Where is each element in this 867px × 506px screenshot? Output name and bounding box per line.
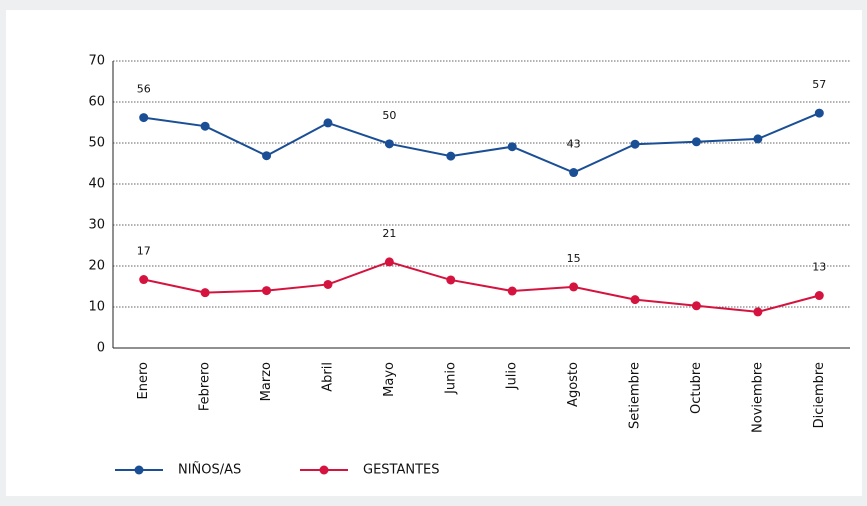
point	[569, 282, 579, 292]
x-tick-label: Julio	[505, 362, 520, 390]
point	[691, 137, 701, 147]
x-tick-label: Mayo	[382, 362, 397, 397]
x-tick-label: Abril	[320, 362, 335, 392]
point	[507, 142, 517, 152]
value-label: 50	[382, 109, 396, 122]
legend-marker	[134, 465, 144, 475]
point	[691, 301, 701, 311]
x-tick-label: Enero	[136, 362, 151, 400]
point	[139, 113, 149, 123]
point	[384, 139, 394, 149]
x-tick-label: Octubre	[689, 362, 704, 414]
value-label: 57	[812, 78, 826, 91]
point	[814, 108, 824, 118]
y-tick-label: 70	[88, 54, 105, 69]
point	[200, 288, 210, 298]
point	[323, 118, 333, 128]
point	[753, 307, 763, 317]
point	[446, 151, 456, 161]
value-label: 13	[812, 261, 826, 274]
point	[139, 275, 149, 285]
point	[569, 168, 579, 178]
y-tick-label: 30	[88, 218, 105, 233]
legend-label: NIÑOS/AS	[178, 462, 241, 478]
x-tick-label: Setiembre	[628, 362, 643, 429]
x-tick-label: Noviembre	[750, 362, 765, 433]
point	[262, 151, 272, 161]
x-tick-label: Diciembre	[812, 362, 827, 428]
panel	[6, 10, 862, 496]
y-tick-label: 50	[88, 136, 105, 151]
legend-label: GESTANTES	[363, 463, 440, 478]
point	[262, 286, 272, 296]
value-label: 43	[567, 138, 581, 151]
value-label: 15	[567, 252, 581, 265]
point	[323, 279, 333, 289]
y-tick-label: 40	[88, 177, 105, 192]
point	[753, 134, 763, 144]
y-tick-label: 0	[97, 341, 105, 356]
point	[384, 257, 394, 267]
point	[814, 291, 824, 301]
x-tick-label: Marzo	[259, 362, 274, 401]
series-line	[143, 260, 820, 313]
legend-marker	[319, 465, 329, 475]
series-line	[143, 112, 820, 174]
point	[200, 121, 210, 131]
value-label: 17	[137, 245, 151, 258]
y-tick-label: 10	[88, 300, 105, 315]
value-label: 56	[137, 83, 151, 96]
point	[630, 139, 640, 149]
y-tick-label: 20	[88, 259, 105, 274]
x-tick-label: Agosto	[566, 362, 581, 407]
point	[446, 275, 456, 285]
y-tick-label: 60	[88, 95, 105, 110]
x-tick-label: Febrero	[198, 362, 213, 411]
point	[507, 286, 517, 296]
x-tick-label: Junio	[443, 362, 458, 395]
value-label: 21	[382, 227, 396, 240]
point	[630, 295, 640, 305]
